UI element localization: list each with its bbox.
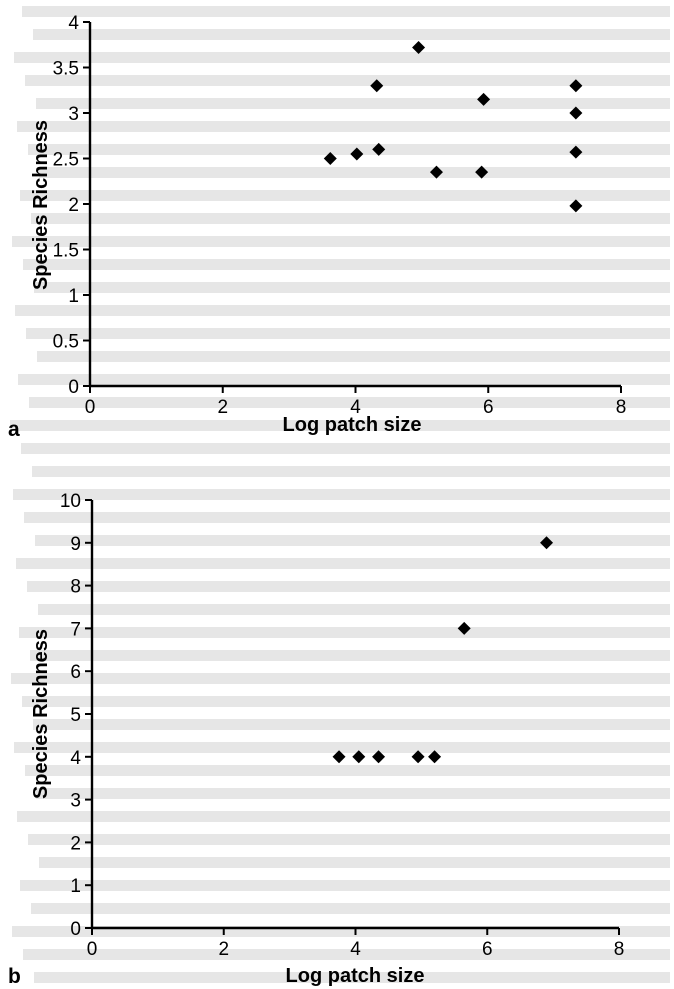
panel-b-point-3 bbox=[411, 750, 425, 764]
panel-a-point-2 bbox=[370, 79, 384, 93]
panel-b-y-tick-label-9: 9 bbox=[70, 534, 81, 555]
panel-a-x-tick-label-2: 4 bbox=[350, 397, 361, 418]
panel-a-y-tick-label-0: 0 bbox=[68, 377, 79, 398]
panel-b-point-4 bbox=[428, 750, 442, 764]
panel-a-y-tick-label-7: 3.5 bbox=[53, 59, 79, 80]
panel-a-x-tick-label-1: 2 bbox=[217, 397, 228, 418]
panel-b-x-tick-label-1: 2 bbox=[218, 939, 229, 960]
panel-a-point-9 bbox=[569, 106, 583, 120]
panel-b-x-tick-label-4: 8 bbox=[614, 939, 625, 960]
panel-a-y-axis-title: Species Richness bbox=[30, 120, 52, 290]
panel-b-y-tick-label-5: 5 bbox=[70, 705, 81, 726]
panel-b-point-0 bbox=[332, 750, 346, 764]
panel-a-point-5 bbox=[429, 165, 443, 179]
panel-a-x-tick-label-0: 0 bbox=[85, 397, 96, 418]
panel-b-letter: b bbox=[8, 965, 21, 988]
panel-a-y-tick-label-5: 2.5 bbox=[53, 150, 79, 171]
panel-b-y-axis-title: Species Richness bbox=[30, 629, 52, 799]
panel-b-x-tick-label-2: 4 bbox=[350, 939, 361, 960]
panel-b-y-tick-label-0: 0 bbox=[70, 919, 81, 940]
panel-a-point-0 bbox=[323, 152, 337, 165]
panel-a-x-axis-title: Log patch size bbox=[283, 414, 422, 436]
panel-b-point-6 bbox=[540, 536, 554, 550]
panel-a: 0 2 4 6 8 0 0.5 1 1.5 2 2.5 3 3.5 4 Log patch size S… bbox=[8, 13, 626, 441]
panel-b-x-tick-label-0: 0 bbox=[87, 939, 98, 960]
panel-a-x-tick-label-3: 6 bbox=[483, 397, 494, 418]
panel-a-y-tick-label-2: 1 bbox=[68, 286, 79, 307]
panel-b-y-tick-label-2: 2 bbox=[70, 833, 81, 854]
panel-b-point-1 bbox=[352, 750, 366, 764]
panel-a-point-11 bbox=[569, 199, 583, 213]
panel-a-point-7 bbox=[477, 92, 491, 106]
panel-a-y-tick-label-1: 0.5 bbox=[53, 332, 79, 353]
panel-b-point-5 bbox=[457, 621, 471, 635]
panel-b-y-tick-label-1: 1 bbox=[70, 876, 81, 897]
panel-a-point-10 bbox=[569, 145, 583, 159]
panel-b-point-2 bbox=[372, 750, 386, 764]
panel-a-point-4 bbox=[412, 40, 426, 54]
panel-a-point-1 bbox=[350, 147, 364, 161]
panel-a-point-3 bbox=[372, 142, 386, 156]
panel-b-y-tick-label-4: 4 bbox=[70, 748, 81, 769]
panel-b: 0 2 4 6 8 0 1 2 3 4 5 6 7 8 9 10 Log patch size Specie… bbox=[8, 491, 624, 988]
panel-a-letter: a bbox=[8, 418, 20, 441]
panel-a-y-tick-label-3: 1.5 bbox=[53, 241, 79, 262]
panel-b-y-tick-label-10: 10 bbox=[60, 491, 81, 512]
panel-b-y-tick-label-3: 3 bbox=[70, 791, 81, 812]
panel-a-y-tick-label-6: 3 bbox=[68, 104, 79, 125]
panel-b-x-axis-title: Log patch size bbox=[286, 965, 425, 987]
panel-b-y-tick-label-8: 8 bbox=[70, 577, 81, 598]
panel-a-y-tick-label-4: 2 bbox=[68, 195, 79, 216]
panel-a-point-6 bbox=[475, 165, 489, 179]
panel-a-y-tick-label-8: 4 bbox=[68, 13, 79, 34]
panel-b-y-tick-label-7: 7 bbox=[70, 619, 81, 640]
panel-a-point-8 bbox=[569, 79, 583, 93]
panel-a-x-tick-label-4: 8 bbox=[616, 397, 627, 418]
panel-b-y-tick-label-6: 6 bbox=[70, 662, 81, 683]
panel-b-x-tick-label-3: 6 bbox=[482, 939, 493, 960]
